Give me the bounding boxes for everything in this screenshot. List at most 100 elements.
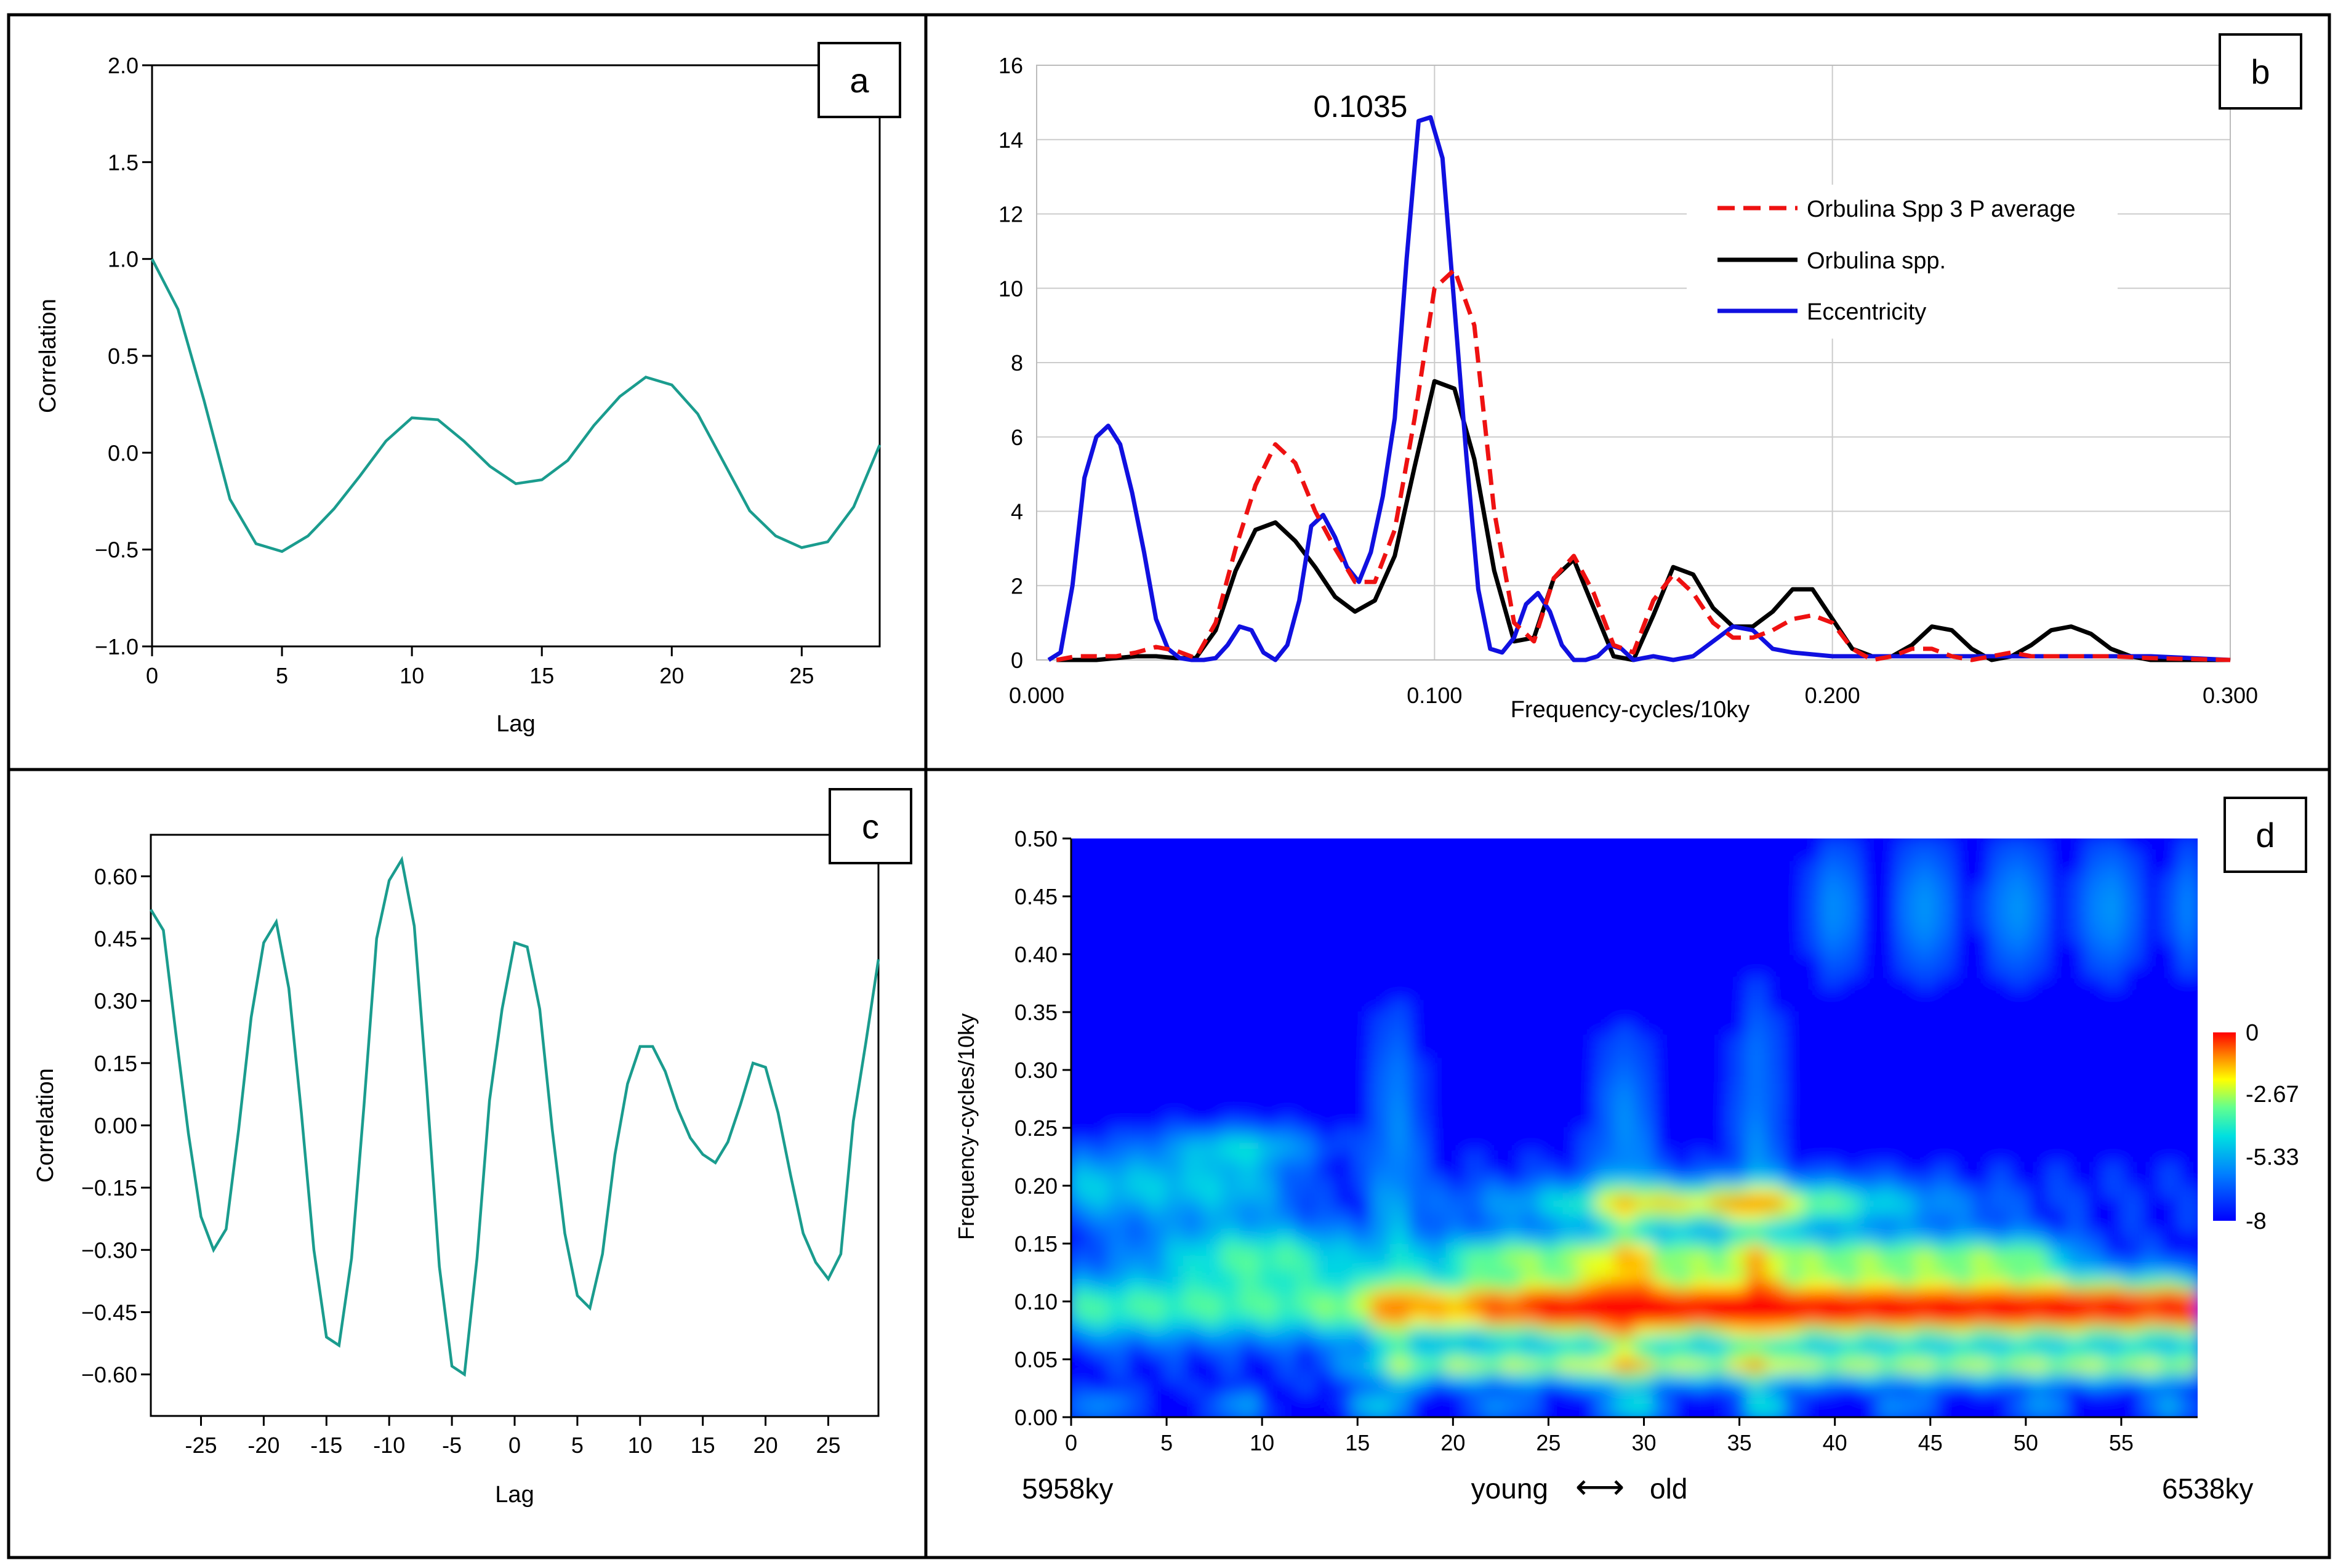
d-heatmap-cell [1108, 1220, 1128, 1233]
b-panel-label-box [2219, 33, 2302, 110]
c-x-tick-label: -5 [442, 1433, 462, 1458]
d-heatmap-cell [1577, 1220, 1597, 1233]
d-heatmap-cell [1934, 1381, 1954, 1395]
d-heatmap-cell [1746, 1150, 1767, 1164]
d-heatmap-cell [1990, 1301, 2011, 1314]
d-heatmap-cell [1802, 1312, 1823, 1325]
d-heatmap-cell [1146, 1185, 1166, 1198]
d-heatmap-cell [2028, 1231, 2048, 1244]
d-heatmap-cell [2009, 872, 2030, 886]
d-heatmap-cell [1427, 1173, 1447, 1186]
d-heatmap-cell [1296, 1289, 1316, 1302]
d-heatmap-cell [1596, 1266, 1617, 1279]
d-heatmap-cell [1934, 1301, 1954, 1314]
d-heatmap-cell [1108, 1196, 1128, 1210]
d-heatmap-cell [2084, 1312, 2105, 1325]
d-heatmap-cell [1183, 1301, 1203, 1314]
d-heatmap-cell [1484, 1301, 1504, 1314]
d-heatmap-cell [2122, 1301, 2142, 1314]
d-heatmap-cell [1652, 1312, 1673, 1325]
d-heatmap-cell [2159, 1266, 2180, 1279]
d-heatmap-cell [1802, 1173, 1823, 1186]
d-heatmap-cell [1822, 872, 1842, 886]
d-heatmap-cell [1727, 1405, 1748, 1417]
d-heatmap-cell [1127, 1243, 1147, 1256]
c-y-tick-label: 0.60 [94, 864, 137, 889]
d-heatmap-cell [1540, 1185, 1560, 1198]
d-heatmap-cell [1296, 1301, 1316, 1314]
d-heatmap-cell [1822, 907, 1842, 920]
d-heatmap-cell [1540, 1266, 1560, 1279]
d-x-tick-label: 20 [1440, 1430, 1465, 1455]
d-heatmap-cell [1915, 884, 1935, 897]
d-heatmap-cell [1615, 1150, 1635, 1164]
d-heatmap-cell [1108, 1208, 1128, 1221]
d-heatmap-cell [1239, 1301, 1259, 1314]
d-heatmap-cell [1146, 1301, 1166, 1314]
d-heatmap-cell [1540, 1335, 1560, 1349]
b-peak-annotation: 0.1035 [1314, 89, 1408, 124]
d-heatmap-cell [1277, 1220, 1297, 1233]
d-heatmap-cell [2159, 907, 2180, 920]
d-heatmap-cell [1408, 1196, 1429, 1210]
d-heatmap-cell [2065, 872, 2086, 886]
d-heatmap-cell [2084, 1254, 2105, 1268]
d-heatmap-cell [1727, 1312, 1748, 1325]
d-heatmap-cell [1277, 1289, 1297, 1302]
d-heatmap-cell [1314, 1347, 1335, 1360]
d-heatmap-cell [1540, 1231, 1560, 1244]
d-heatmap-cell [2103, 1185, 2123, 1198]
d-heatmap-cell [1389, 1104, 1410, 1117]
d-heatmap-cell [1484, 1196, 1504, 1210]
d-heatmap-cell [1934, 1254, 1954, 1268]
d-heatmap-cell [1183, 1266, 1203, 1279]
d-heatmap-cell [2047, 1266, 2067, 1279]
d-heatmap-cell [1464, 1289, 1485, 1302]
d-heatmap-cell [1634, 1220, 1654, 1233]
d-x-tick-label: 50 [2014, 1430, 2038, 1455]
d-heatmap-cell [1727, 1208, 1748, 1221]
d-heatmap-cell [1258, 1277, 1279, 1291]
d-heatmap-cell [1164, 1116, 1184, 1128]
d-heatmap-cell [1727, 1301, 1748, 1314]
d-heatmap-cell [1239, 1208, 1259, 1221]
d-heatmap-cell [2122, 884, 2142, 897]
d-heatmap-cell [1314, 1254, 1335, 1268]
d-heatmap-cell [1277, 1162, 1297, 1175]
d-heatmap-cell [1765, 1393, 1785, 1407]
d-heatmap-cell [1089, 1220, 1109, 1233]
d-heatmap-cell [1071, 1208, 1091, 1221]
d-heatmap-cell [1371, 1370, 1391, 1383]
d-heatmap-cell [2178, 965, 2198, 978]
d-heatmap-cell [1071, 1277, 1091, 1291]
d-heatmap-cell [1221, 1277, 1241, 1291]
d-heatmap-cell [1915, 1381, 1935, 1395]
d-heatmap-cell [1352, 1254, 1372, 1268]
d-heatmap-cell [1690, 1347, 1710, 1360]
d-y-axis-label: Frequency-cycles/10ky [954, 1013, 979, 1240]
d-heatmap-cell [1972, 1301, 1992, 1314]
d-heatmap-cell [2065, 1324, 2086, 1337]
d-heatmap-cell [1559, 1370, 1579, 1383]
d-heatmap-cell [1258, 1173, 1279, 1186]
d-heatmap-cell [1446, 1301, 1466, 1314]
d-heatmap-cell [1408, 1312, 1429, 1325]
d-heatmap-cell [1915, 1254, 1935, 1268]
d-heatmap-cell [1164, 1347, 1184, 1360]
d-heatmap-cell [1671, 1359, 1692, 1372]
d-heatmap-cell [1822, 1220, 1842, 1233]
d-heatmap-cell [1690, 1162, 1710, 1175]
d-heatmap-cell [2028, 907, 2048, 920]
d-heatmap-cell [1277, 1347, 1297, 1360]
d-heatmap-cell [1352, 1266, 1372, 1279]
d-heatmap-cell [1239, 1185, 1259, 1198]
d-heatmap-cell [1784, 1301, 1804, 1314]
d-heatmap-cell [1652, 1231, 1673, 1244]
d-panel-label-box [2224, 797, 2307, 873]
d-heatmap-cell [1990, 1243, 2011, 1256]
d-heatmap-cell [1540, 1173, 1560, 1186]
d-heatmap-cell [2122, 1208, 2142, 1221]
d-heatmap-cell [1071, 1196, 1091, 1210]
d-heatmap-cell [1784, 1196, 1804, 1210]
d-heatmap-cell [1352, 1335, 1372, 1349]
